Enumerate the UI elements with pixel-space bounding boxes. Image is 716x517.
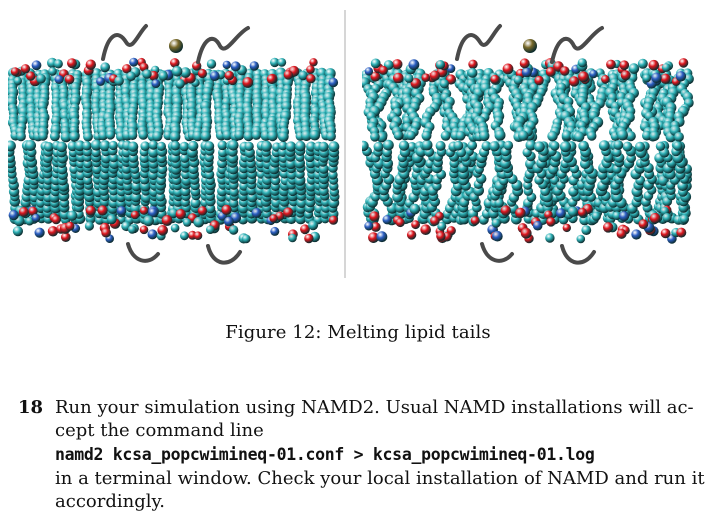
step-text-line-2: cept the command line [55,420,264,441]
protein-ribbon [101,24,250,265]
figure-caption: Figure 12: Melting lipid tails [225,322,491,343]
step-text-line-1: Run your simulation using NAMD2. Usual N… [55,397,694,418]
panel-divider [344,10,346,278]
step-text-line-4: in a terminal window. Check your local i… [55,468,705,489]
command-line: namd2 kcsa_popcwimineq-01.conf > kcsa_po… [55,445,595,464]
atom-spheres [362,58,694,244]
membrane-render-melted [362,24,694,265]
atom-spheres [8,57,340,244]
figure-panel-ordered [8,4,340,276]
membrane-render-ordered [8,24,340,265]
step-number: 18 [18,397,44,418]
step-text-line-5: accordingly. [55,491,165,512]
figure-panel-melted [362,4,694,276]
protein-ribbon [455,24,604,265]
